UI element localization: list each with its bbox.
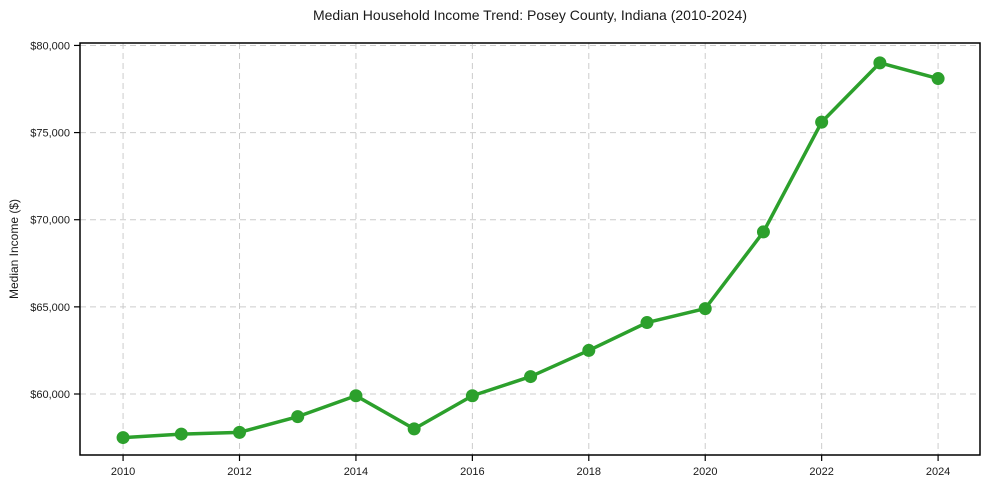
data-point-2016 (465, 389, 479, 403)
data-point-2012 (233, 425, 247, 439)
data-point-2018 (582, 343, 596, 357)
y-tick-label: $65,000 (30, 302, 70, 314)
data-point-2011 (174, 427, 188, 441)
x-tick-label: 2010 (111, 466, 135, 478)
x-tick-label: 2016 (460, 466, 484, 478)
x-tick-label: 2014 (344, 466, 368, 478)
chart-title: Median Household Income Trend: Posey Cou… (312, 7, 747, 23)
data-point-2022 (815, 115, 829, 129)
data-point-2021 (756, 225, 770, 239)
data-point-2024 (931, 72, 945, 86)
x-tick-label: 2018 (577, 466, 601, 478)
data-point-2023 (873, 56, 887, 70)
x-tick-label: 2020 (693, 466, 717, 478)
data-point-2020 (698, 302, 712, 316)
y-tick-label: $75,000 (30, 128, 70, 140)
x-tick-label: 2012 (227, 466, 251, 478)
data-point-2013 (291, 410, 305, 424)
data-point-2017 (524, 370, 538, 384)
y-tick-label: $60,000 (30, 389, 70, 401)
data-point-2010 (116, 431, 130, 445)
y-tick-label: $80,000 (30, 40, 70, 52)
data-point-2019 (640, 316, 654, 330)
data-point-2015 (407, 422, 421, 436)
x-tick-label: 2024 (926, 466, 950, 478)
y-tick-label: $70,000 (30, 215, 70, 227)
x-tick-label: 2022 (809, 466, 833, 478)
plot-border (79, 42, 981, 456)
data-point-2014 (349, 389, 363, 403)
